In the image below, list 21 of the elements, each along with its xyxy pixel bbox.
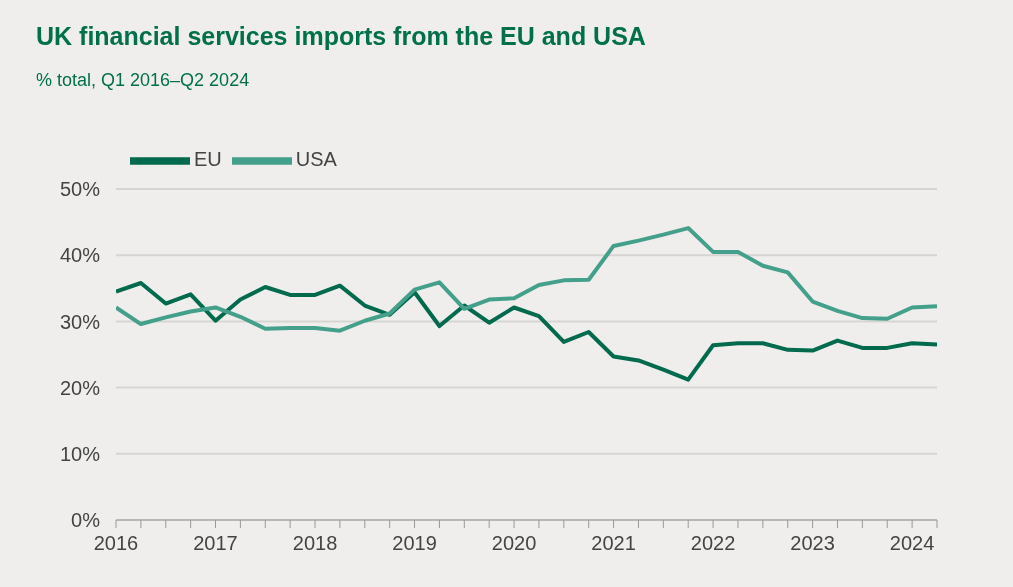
x-tick-label: 2023 xyxy=(790,532,835,555)
x-tick-label: 2016 xyxy=(93,532,139,555)
x-tick-label: 2022 xyxy=(690,532,736,555)
y-tick-label: 20% xyxy=(59,376,101,399)
line-series xyxy=(116,226,937,333)
y-tick-label: 40% xyxy=(59,244,101,267)
x-tick-label: 2021 xyxy=(591,532,636,555)
x-tick-label: 2019 xyxy=(392,532,437,555)
line-series xyxy=(116,281,937,382)
y-tick-label: 10% xyxy=(59,442,101,465)
y-tick-label: 30% xyxy=(59,310,101,333)
x-tick-label: 2024 xyxy=(889,532,935,555)
legend-label: USA xyxy=(295,148,337,171)
x-tick-label: 2018 xyxy=(292,532,338,555)
chart-title: UK financial services imports from the EU and USA xyxy=(36,22,646,51)
x-tick-label: 2020 xyxy=(491,532,537,555)
x-tick-label: 2017 xyxy=(193,532,238,555)
y-tick-label: 50% xyxy=(59,178,101,201)
legend-label: EU xyxy=(194,148,222,171)
y-tick-label: 0% xyxy=(71,509,101,532)
chart-subtitle: % total, Q1 2016–Q2 2024 xyxy=(36,70,250,91)
